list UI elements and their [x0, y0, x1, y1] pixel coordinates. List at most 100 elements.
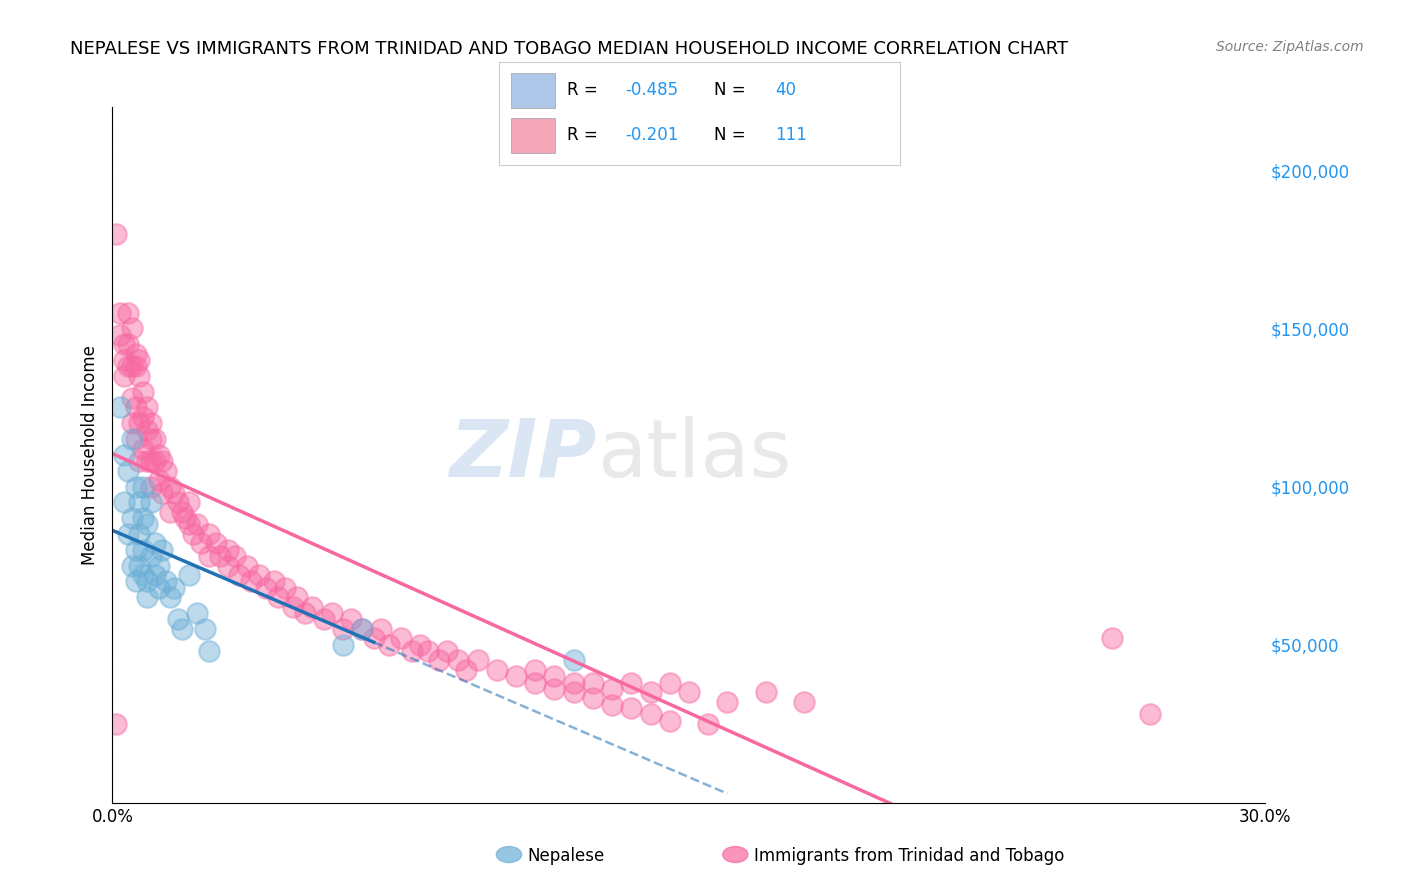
Text: atlas: atlas	[596, 416, 792, 494]
Point	[139, 432, 162, 446]
Point	[128, 495, 150, 509]
Point	[124, 542, 146, 557]
Point	[485, 663, 508, 677]
Point	[136, 423, 159, 437]
Point	[108, 327, 131, 342]
Text: 111: 111	[776, 127, 807, 145]
Point	[370, 622, 392, 636]
Point	[197, 549, 219, 563]
Point	[139, 549, 162, 563]
Text: Immigrants from Trinidad and Tobago: Immigrants from Trinidad and Tobago	[754, 847, 1064, 865]
Point	[658, 675, 681, 690]
Point	[620, 701, 643, 715]
Point	[152, 454, 174, 468]
Y-axis label: Median Household Income: Median Household Income	[80, 345, 98, 565]
Point	[139, 479, 162, 493]
Point	[505, 669, 527, 683]
Point	[416, 644, 439, 658]
Point	[543, 681, 565, 696]
Point	[562, 685, 585, 699]
Point	[285, 591, 308, 605]
Point	[409, 638, 432, 652]
Point	[179, 495, 201, 509]
Point	[143, 568, 166, 582]
Text: Source: ZipAtlas.com: Source: ZipAtlas.com	[1216, 40, 1364, 54]
Point	[217, 558, 239, 573]
Text: R =: R =	[567, 81, 603, 99]
Point	[105, 716, 128, 731]
Point	[128, 527, 150, 541]
Point	[148, 473, 170, 487]
Point	[163, 581, 186, 595]
Point	[124, 401, 146, 415]
Point	[454, 663, 477, 677]
Point	[640, 685, 662, 699]
Point	[427, 653, 450, 667]
Point	[228, 568, 250, 582]
Text: N =: N =	[713, 127, 751, 145]
Point	[121, 391, 143, 405]
Point	[582, 675, 605, 690]
Point	[148, 581, 170, 595]
Point	[339, 612, 361, 626]
Point	[148, 558, 170, 573]
Point	[352, 622, 374, 636]
Point	[132, 384, 155, 399]
Text: -0.201: -0.201	[626, 127, 679, 145]
Point	[128, 454, 150, 468]
Point	[132, 479, 155, 493]
Point	[143, 432, 166, 446]
Point	[136, 591, 159, 605]
Point	[174, 511, 197, 525]
Point	[136, 574, 159, 589]
Point	[152, 486, 174, 500]
Point	[121, 321, 143, 335]
Point	[132, 511, 155, 525]
Point	[121, 432, 143, 446]
Point	[121, 511, 143, 525]
Point	[128, 417, 150, 431]
Point	[112, 337, 135, 351]
Point	[274, 581, 297, 595]
Point	[159, 505, 181, 519]
Point	[332, 622, 354, 636]
Point	[239, 574, 262, 589]
Point	[136, 454, 159, 468]
Point	[600, 681, 623, 696]
Text: NEPALESE VS IMMIGRANTS FROM TRINIDAD AND TOBAGO MEDIAN HOUSEHOLD INCOME CORRELAT: NEPALESE VS IMMIGRANTS FROM TRINIDAD AND…	[70, 40, 1069, 58]
Point	[332, 638, 354, 652]
Point	[247, 568, 270, 582]
Point	[128, 368, 150, 383]
Point	[136, 517, 159, 532]
Point	[181, 527, 204, 541]
Point	[1139, 707, 1161, 722]
Point	[524, 663, 547, 677]
Point	[139, 417, 162, 431]
Point	[112, 368, 135, 383]
Point	[321, 606, 343, 620]
Point	[389, 632, 412, 646]
Point	[793, 695, 815, 709]
Text: Nepalese: Nepalese	[527, 847, 605, 865]
Point	[128, 353, 150, 368]
Point	[467, 653, 489, 667]
Point	[170, 622, 193, 636]
Point	[117, 337, 139, 351]
Point	[254, 581, 277, 595]
Point	[281, 599, 304, 614]
Point	[121, 558, 143, 573]
Point	[236, 558, 259, 573]
Point	[139, 495, 162, 509]
Point	[152, 542, 174, 557]
Text: -0.485: -0.485	[626, 81, 679, 99]
Text: ZIP: ZIP	[450, 416, 596, 494]
Point	[197, 644, 219, 658]
Point	[117, 305, 139, 319]
Point	[562, 653, 585, 667]
Point	[105, 227, 128, 241]
Point	[217, 542, 239, 557]
Point	[186, 517, 208, 532]
Point	[159, 479, 181, 493]
Point	[436, 644, 458, 658]
Point	[155, 464, 177, 478]
